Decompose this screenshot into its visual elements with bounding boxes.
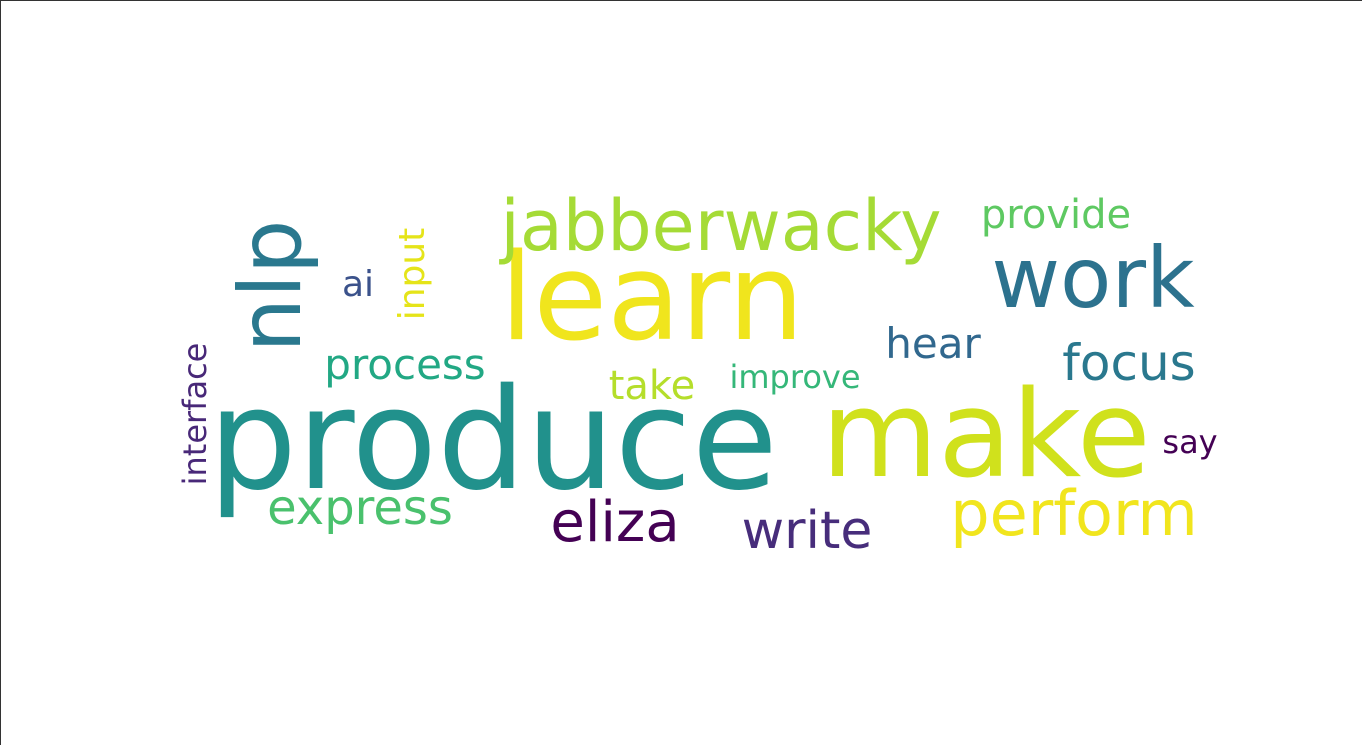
word-focus: focus (1062, 334, 1196, 392)
word-write: write (741, 501, 873, 561)
word-produce: produce (208, 359, 778, 522)
word-perform: perform (950, 477, 1198, 550)
word-take: take (608, 363, 696, 409)
word-provide: provide (980, 192, 1132, 238)
word-say: say (1162, 423, 1218, 461)
word-jabberwacky: jabberwacky (500, 185, 942, 267)
word-nlp: nlp (221, 219, 321, 353)
word-ai: ai (341, 264, 375, 305)
word-work: work (991, 229, 1195, 327)
word-express: express (267, 480, 453, 536)
word-hear: hear (885, 319, 981, 368)
word-eliza: eliza (550, 490, 680, 555)
word-make: make (821, 366, 1151, 505)
word-interface: interface (176, 342, 214, 486)
word-learn: learn (500, 229, 804, 368)
word-input: input (392, 227, 433, 321)
word-process: process (324, 340, 486, 389)
word-improve: improve (729, 358, 861, 396)
